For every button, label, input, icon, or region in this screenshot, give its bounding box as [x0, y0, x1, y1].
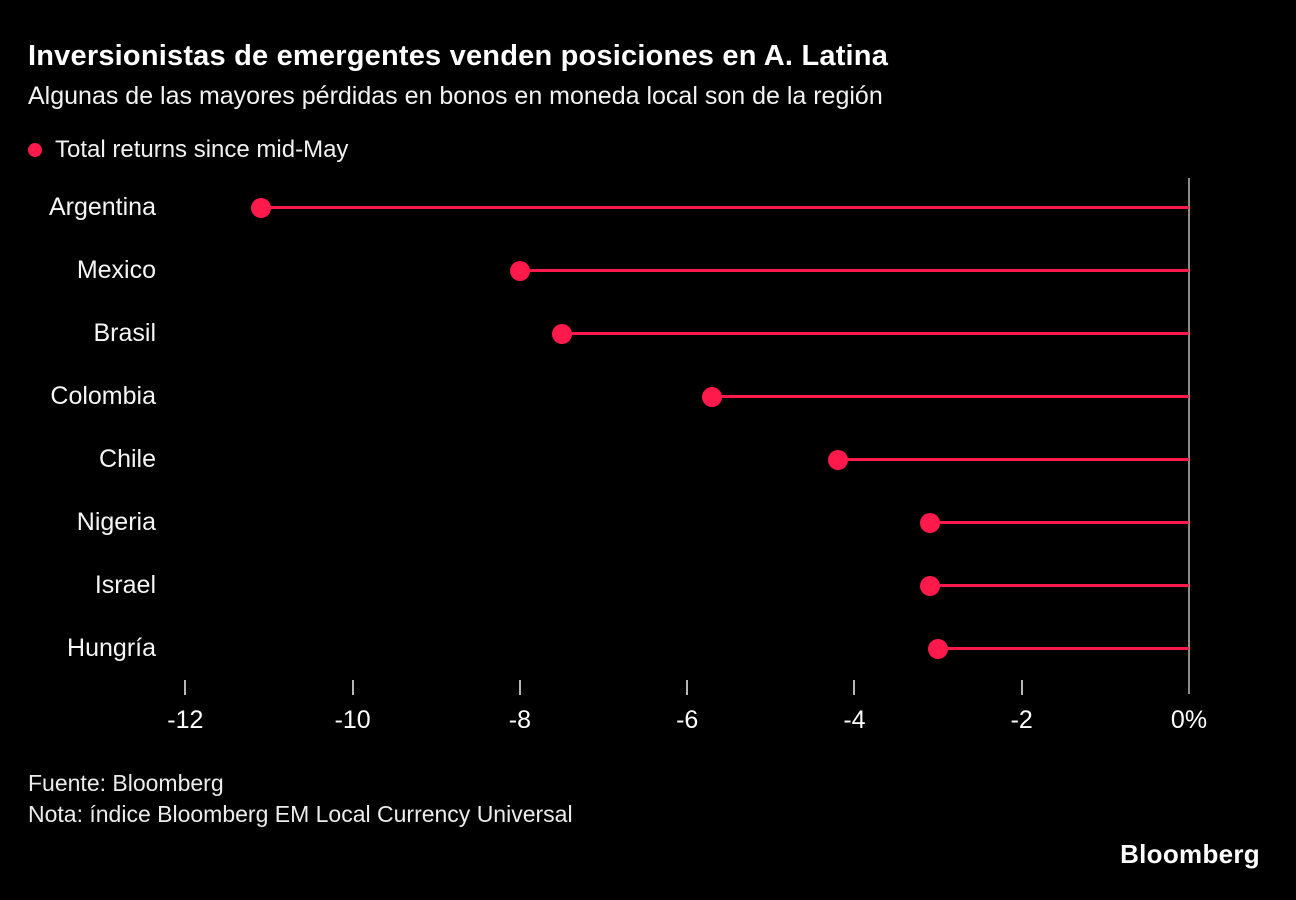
lollipop-stem [837, 458, 1189, 461]
lollipop-track [172, 554, 1189, 617]
lollipop-dot [928, 638, 949, 659]
category-label: Israel [94, 571, 156, 599]
page-root: Inversionistas de emergentes venden posi… [0, 40, 1296, 900]
lollipop-track [172, 617, 1189, 680]
lollipop-track [172, 176, 1189, 239]
lollipop-dot [509, 260, 530, 281]
axis-tick-label: -10 [334, 706, 371, 734]
axis-tick-mark [184, 680, 187, 695]
axis-tick-label: -6 [676, 706, 699, 734]
legend: Total returns since mid-May [28, 136, 1268, 164]
lollipop-stem [938, 647, 1189, 650]
chart-row: Chile [28, 428, 1268, 491]
axis-tick-label: -12 [167, 706, 204, 734]
lollipop-dot [919, 512, 940, 533]
axis-tick-label: -4 [843, 706, 866, 734]
category-label: Mexico [76, 256, 156, 284]
lollipop-stem [260, 206, 1189, 209]
lollipop-dot [919, 575, 940, 596]
legend-dot-icon [28, 143, 42, 157]
x-axis: -12 -10 -8 -6 -4 -2 0% [167, 680, 1207, 744]
lollipop-stem [519, 269, 1189, 272]
lollipop-track [172, 365, 1189, 428]
category-label: Colombia [50, 382, 156, 410]
lollipop-track [172, 428, 1189, 491]
chart-area: Argentina Mexico Brasil Colombia Chile Nigeri… [28, 176, 1268, 744]
footer: Fuente: Bloomberg Nota: índice Bloomberg… [28, 768, 1268, 830]
axis-tick-mark [686, 680, 689, 695]
axis-tick-mark [351, 680, 354, 695]
axis-tick-label: -8 [508, 706, 532, 734]
axis-tick-mark [853, 680, 856, 695]
lollipop-track [172, 239, 1189, 302]
chart-row: Israel [28, 554, 1268, 617]
lollipop-dot [250, 197, 271, 218]
category-label: Hungría [67, 634, 156, 662]
axis-tick-label: -2 [1010, 706, 1033, 734]
lollipop-track [172, 302, 1189, 365]
chart-subtitle: Algunas de las mayores pérdidas en bonos… [28, 82, 883, 110]
axis-tick-label: 0% [1170, 706, 1208, 734]
category-label: Argentina [48, 193, 156, 221]
chart-row: Brasil [28, 302, 1268, 365]
footer-note: Nota: índice Bloomberg EM Local Currency… [28, 801, 573, 827]
chart-rows: Argentina Mexico Brasil Colombia Chile Nigeri… [28, 176, 1268, 680]
chart-row: Nigeria [28, 491, 1268, 554]
chart-row: Colombia [28, 365, 1268, 428]
lollipop-stem [929, 521, 1189, 524]
category-label: Nigeria [76, 508, 156, 536]
category-label: Brasil [93, 319, 156, 347]
lollipop-dot [702, 386, 723, 407]
chart-row: Hungría [28, 617, 1268, 680]
category-label: Chile [99, 445, 156, 473]
lollipop-dot [827, 449, 848, 470]
footer-source: Fuente: Bloomberg [28, 770, 224, 796]
axis-tick-mark [1020, 680, 1023, 695]
bloomberg-logo: Bloomberg [1120, 839, 1260, 869]
chart-row: Argentina [28, 176, 1268, 239]
axis-tick-mark [518, 680, 521, 695]
lollipop-track [172, 491, 1189, 554]
legend-label: Total returns since mid-May [55, 136, 349, 163]
zero-baseline [1188, 178, 1190, 694]
lollipop-dot [551, 323, 572, 344]
lollipop-stem [561, 332, 1189, 335]
lollipop-stem [929, 584, 1189, 587]
chart-title: Inversionistas de emergentes venden posi… [28, 40, 889, 72]
lollipop-stem [712, 395, 1189, 398]
chart-row: Mexico [28, 239, 1268, 302]
